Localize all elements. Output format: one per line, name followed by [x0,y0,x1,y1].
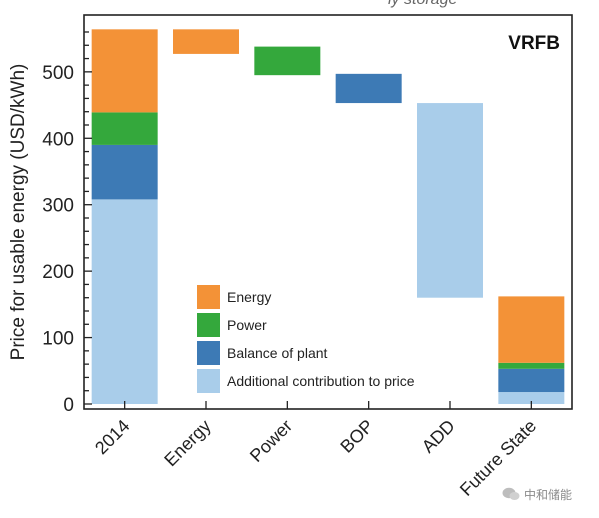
y-tick-label-200: 200 [42,262,74,283]
bar-future-state-additional-contribution-to-price [498,392,565,404]
wechat-icon [502,487,520,500]
y-tick-label-400: 400 [42,129,74,150]
bar-2014-additional-contribution-to-price [91,199,158,404]
y-tick-label-100: 100 [42,329,74,350]
bar-2014-balance-of-plant [91,144,158,200]
legend-label-additional-contribution-to-price: Additional contribution to price [227,373,415,389]
bar-2014-power [91,112,158,145]
bar-future-state-energy [498,296,565,363]
legend-label-energy: Energy [227,289,271,305]
bar-future-state-power [498,362,565,369]
legend-swatch-additional-contribution-to-price [197,369,220,393]
y-tick-label-0: 0 [63,395,74,416]
bar-power-power [254,46,321,76]
x-tick-label-energy: Energy [160,416,214,470]
bar-add-additional-contribution-to-price [417,103,483,298]
legend-swatch-energy [197,285,220,309]
bar-energy-energy [173,29,239,54]
legend-swatch-balance-of-plant [197,341,220,365]
watermark-text: 中和储能 [524,487,573,502]
x-tick-label-add: ADD [418,416,459,457]
y-tick-label-500: 500 [42,63,74,84]
bar-future-state-balance-of-plant [498,368,565,393]
watermark: 中和储能 [502,483,598,505]
y-axis-title: Price for usable energy (USD/kWh) [8,64,29,361]
bars-layer [91,29,565,404]
bar-2014-energy [91,29,158,113]
legend-swatch-power [197,313,220,337]
legend-label-power: Power [227,317,267,333]
x-tick-label-bop: BOP [336,416,377,457]
x-tick-label-2014: 2014 [91,416,133,458]
top-caption-fragment: ly storage [388,0,457,8]
x-tick-label-power: Power [246,416,296,466]
plot-area-frame [83,14,573,410]
legend: Energy Power Balance of plant Additional co… [197,285,415,393]
chart-title: VRFB [508,33,560,54]
bar-bop-balance-of-plant [335,73,402,104]
y-tick-label-300: 300 [42,196,74,217]
legend-label-balance-of-plant: Balance of plant [227,345,328,361]
